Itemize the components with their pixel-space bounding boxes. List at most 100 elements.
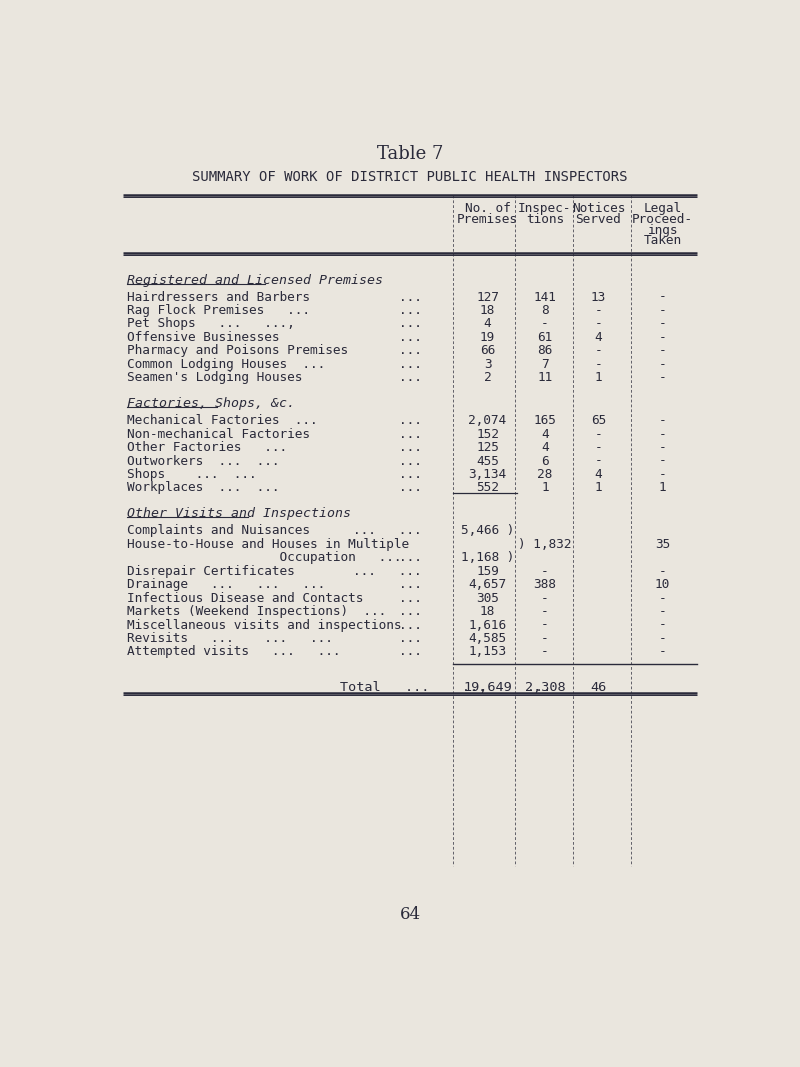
Text: 4: 4 bbox=[594, 331, 602, 344]
Text: 18: 18 bbox=[480, 605, 495, 618]
Text: ...: ... bbox=[398, 468, 422, 481]
Text: ...: ... bbox=[398, 578, 422, 591]
Text: -: - bbox=[659, 591, 666, 605]
Text: Disrepair Certificates: Disrepair Certificates bbox=[127, 564, 295, 577]
Text: ...: ... bbox=[398, 345, 422, 357]
Text: Non-mechanical Factories: Non-mechanical Factories bbox=[127, 428, 310, 441]
Text: -: - bbox=[659, 605, 666, 618]
Text: 5,466 ): 5,466 ) bbox=[461, 524, 514, 537]
Text: -: - bbox=[541, 564, 549, 577]
Text: ...: ... bbox=[398, 428, 422, 441]
Text: -: - bbox=[541, 646, 549, 658]
Text: Workplaces  ...  ...: Workplaces ... ... bbox=[127, 481, 280, 494]
Text: ...: ... bbox=[398, 552, 422, 564]
Text: 141: 141 bbox=[534, 290, 556, 303]
Text: 1,153: 1,153 bbox=[469, 646, 506, 658]
Text: -: - bbox=[659, 632, 666, 646]
Text: -: - bbox=[659, 428, 666, 441]
Text: -: - bbox=[594, 428, 602, 441]
Text: Outworkers  ...  ...: Outworkers ... ... bbox=[127, 455, 280, 467]
Text: 86: 86 bbox=[538, 345, 553, 357]
Text: ings: ings bbox=[647, 223, 678, 237]
Text: -: - bbox=[594, 441, 602, 455]
Text: 46: 46 bbox=[590, 681, 606, 694]
Text: Other Factories   ...: Other Factories ... bbox=[127, 441, 287, 455]
Text: Premises: Premises bbox=[457, 212, 518, 226]
Text: -: - bbox=[541, 605, 549, 618]
Text: Factories, Shops, &c.: Factories, Shops, &c. bbox=[127, 397, 295, 410]
Text: 388: 388 bbox=[534, 578, 556, 591]
Text: 4,585: 4,585 bbox=[469, 632, 506, 646]
Text: ...   ...: ... ... bbox=[353, 524, 422, 537]
Text: Served: Served bbox=[575, 212, 622, 226]
Text: Total   ...    ...     ...: Total ... ... ... bbox=[340, 681, 551, 694]
Text: ...: ... bbox=[398, 441, 422, 455]
Text: Table 7: Table 7 bbox=[377, 145, 443, 163]
Text: 2: 2 bbox=[484, 371, 491, 384]
Text: Mechanical Factories  ...: Mechanical Factories ... bbox=[127, 414, 318, 427]
Text: ...: ... bbox=[398, 591, 422, 605]
Text: 18: 18 bbox=[480, 304, 495, 317]
Text: 1,168 ): 1,168 ) bbox=[461, 552, 514, 564]
Text: 552: 552 bbox=[476, 481, 499, 494]
Text: 13: 13 bbox=[590, 290, 606, 303]
Text: 3: 3 bbox=[484, 357, 491, 371]
Text: Complaints and Nuisances: Complaints and Nuisances bbox=[127, 524, 310, 537]
Text: 127: 127 bbox=[476, 290, 499, 303]
Text: 11: 11 bbox=[538, 371, 553, 384]
Text: 1: 1 bbox=[594, 481, 602, 494]
Text: ...: ... bbox=[398, 414, 422, 427]
Text: -: - bbox=[659, 646, 666, 658]
Text: 159: 159 bbox=[476, 564, 499, 577]
Text: ...: ... bbox=[398, 357, 422, 371]
Text: -: - bbox=[659, 455, 666, 467]
Text: -: - bbox=[541, 632, 549, 646]
Text: 4: 4 bbox=[541, 428, 549, 441]
Text: No. of: No. of bbox=[465, 202, 510, 214]
Text: 4,657: 4,657 bbox=[469, 578, 506, 591]
Text: Seamen's Lodging Houses: Seamen's Lodging Houses bbox=[127, 371, 302, 384]
Text: -: - bbox=[594, 455, 602, 467]
Text: Registered and Licensed Premises: Registered and Licensed Premises bbox=[127, 273, 383, 287]
Text: 10: 10 bbox=[655, 578, 670, 591]
Text: 125: 125 bbox=[476, 441, 499, 455]
Text: -: - bbox=[659, 619, 666, 632]
Text: -: - bbox=[659, 564, 666, 577]
Text: 66: 66 bbox=[480, 345, 495, 357]
Text: House-to-House and Houses in Multiple: House-to-House and Houses in Multiple bbox=[127, 538, 410, 551]
Text: -: - bbox=[659, 468, 666, 481]
Text: -: - bbox=[659, 331, 666, 344]
Text: Revisits   ...    ...   ...: Revisits ... ... ... bbox=[127, 632, 333, 646]
Text: 305: 305 bbox=[476, 591, 499, 605]
Text: 1: 1 bbox=[659, 481, 666, 494]
Text: -: - bbox=[594, 318, 602, 331]
Text: -: - bbox=[659, 304, 666, 317]
Text: Other Visits and Inspections: Other Visits and Inspections bbox=[127, 507, 351, 521]
Text: ...: ... bbox=[398, 331, 422, 344]
Text: 28: 28 bbox=[538, 468, 553, 481]
Text: 61: 61 bbox=[538, 331, 553, 344]
Text: 2,308: 2,308 bbox=[525, 681, 565, 694]
Text: Legal: Legal bbox=[643, 202, 682, 214]
Text: 4: 4 bbox=[594, 468, 602, 481]
Text: Common Lodging Houses  ...: Common Lodging Houses ... bbox=[127, 357, 326, 371]
Text: Notices: Notices bbox=[572, 202, 625, 214]
Text: 8: 8 bbox=[541, 304, 549, 317]
Text: Inspec-: Inspec- bbox=[518, 202, 571, 214]
Text: Shops    ...  ...: Shops ... ... bbox=[127, 468, 280, 481]
Text: 1,616: 1,616 bbox=[469, 619, 506, 632]
Text: -: - bbox=[594, 357, 602, 371]
Text: -: - bbox=[659, 371, 666, 384]
Text: 2,074: 2,074 bbox=[469, 414, 506, 427]
Text: -: - bbox=[659, 414, 666, 427]
Text: 35: 35 bbox=[655, 538, 670, 551]
Text: -: - bbox=[659, 345, 666, 357]
Text: 65: 65 bbox=[590, 414, 606, 427]
Text: Taken: Taken bbox=[643, 235, 682, 248]
Text: Rag Flock Premises   ...: Rag Flock Premises ... bbox=[127, 304, 310, 317]
Text: 7: 7 bbox=[541, 357, 549, 371]
Text: 152: 152 bbox=[476, 428, 499, 441]
Text: tions: tions bbox=[526, 212, 564, 226]
Text: ...: ... bbox=[398, 605, 422, 618]
Text: -: - bbox=[659, 357, 666, 371]
